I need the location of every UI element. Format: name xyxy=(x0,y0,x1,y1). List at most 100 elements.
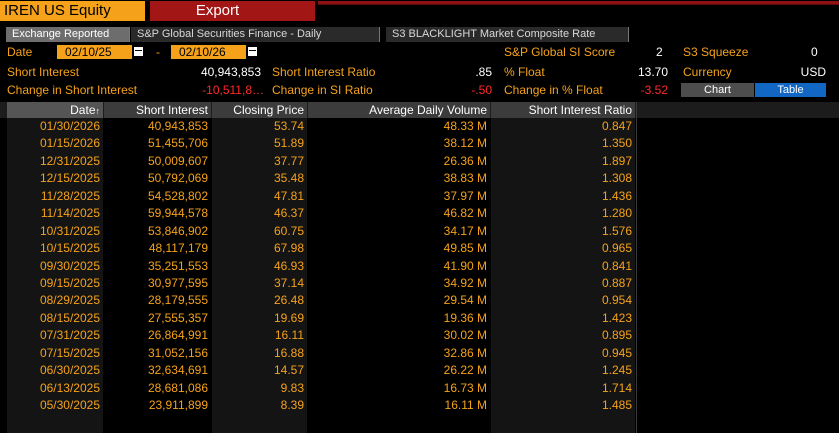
closing-price-cell: 16.88 xyxy=(273,345,304,360)
closing-price-cell: 8.39 xyxy=(280,398,304,412)
column-separator xyxy=(636,102,637,433)
table-row[interactable]: 08/15/2025 27,555,357 19.69 19.36 M 1.423 xyxy=(0,310,839,327)
table-row[interactable]: 07/15/2025 31,052,156 16.88 32.86 M 0.945 xyxy=(0,345,839,362)
short-interest-cell: 40,943,853 xyxy=(147,119,208,133)
date-cell: 12/31/2025 xyxy=(39,153,100,168)
date-cell: 09/15/2025 xyxy=(39,275,100,290)
currency-label: Currency xyxy=(683,65,732,79)
closing-price-cell: 60.75 xyxy=(273,223,304,238)
si-ratio-cell: 1.436 xyxy=(601,188,632,203)
short-interest-cell: 50,792,069 xyxy=(147,171,208,186)
si-ratio-value: .85 xyxy=(475,65,492,79)
si-ratio-cell: 1.245 xyxy=(601,363,632,378)
column-band xyxy=(7,118,103,433)
table-row[interactable]: 06/13/2025 28,681,086 9.83 16.73 M 1.714 xyxy=(0,380,839,397)
table-row[interactable]: 10/15/2025 48,117,179 67.98 49.85 M 0.965 xyxy=(0,240,839,257)
column-header-short-interest[interactable]: Short Interest xyxy=(104,102,211,118)
tab-exchange-reported[interactable]: Exchange Reported xyxy=(6,27,130,42)
column-band xyxy=(212,118,307,433)
table-row[interactable]: 08/29/2025 28,179,555 26.48 29.54 M 0.954 xyxy=(0,292,839,309)
change-short-interest-label: Change in Short Interest xyxy=(7,83,138,97)
tab-sp-global-securities-finance[interactable]: S&P Global Securities Finance - Daily xyxy=(131,27,380,42)
short-interest-cell: 23,911,899 xyxy=(148,398,208,412)
date-cell: 06/30/2025 xyxy=(39,363,100,378)
column-header-date[interactable]: Date↑ xyxy=(7,102,103,118)
si-ratio-cell: 1.280 xyxy=(601,206,632,221)
table-row[interactable]: 06/30/2025 32,634,691 14.57 26.22 M 1.245 xyxy=(0,362,839,379)
avg-volume-cell: 16.11 M xyxy=(444,398,487,412)
si-ratio-cell: 0.945 xyxy=(601,345,632,360)
table-view-button[interactable]: Table xyxy=(755,83,826,97)
avg-volume-cell: 26.36 M xyxy=(443,153,487,168)
si-ratio-cell: 1.714 xyxy=(601,380,632,395)
date-range-dash: - xyxy=(156,45,160,59)
si-ratio-cell: 0.965 xyxy=(601,241,632,256)
table-row[interactable]: 11/28/2025 54,528,802 47.81 37.97 M 1.436 xyxy=(0,188,839,205)
avg-volume-cell: 38.12 M xyxy=(443,136,487,151)
short-interest-cell: 31,052,156 xyxy=(147,345,208,360)
si-ratio-cell: 1.423 xyxy=(601,310,632,325)
closing-price-cell: 16.11 xyxy=(274,328,304,343)
chart-view-button[interactable]: Chart xyxy=(681,83,754,97)
date-cell: 11/14/2025 xyxy=(40,206,100,221)
avg-volume-cell: 34.17 M xyxy=(443,223,487,238)
table-row[interactable]: 09/30/2025 35,251,553 46.93 41.90 M 0.841 xyxy=(0,258,839,275)
short-interest-cell: 54,528,802 xyxy=(147,188,208,203)
table-row[interactable]: 01/30/2026 40,943,853 53.74 48.33 M 0.847 xyxy=(0,118,839,135)
column-header-si-ratio[interactable]: Short Interest Ratio xyxy=(491,102,635,118)
si-ratio-cell: 0.954 xyxy=(601,293,632,308)
tab-s3-blacklight[interactable]: S3 BLACKLIGHT Market Composite Rate xyxy=(386,27,629,42)
change-pct-float-label: Change in % Float xyxy=(504,83,603,97)
short-interest-cell: 53,846,902 xyxy=(147,223,208,238)
short-interest-cell: 30,977,595 xyxy=(147,275,208,290)
closing-price-cell: 47.81 xyxy=(273,188,304,203)
avg-volume-cell: 41.90 M xyxy=(443,258,487,273)
security-ticker[interactable]: IREN US Equity xyxy=(0,1,145,21)
change-si-ratio-label: Change in SI Ratio xyxy=(272,83,373,97)
table-row[interactable]: 01/15/2026 51,455,706 51.89 38.12 M 1.350 xyxy=(0,135,839,152)
closing-price-cell: 37.77 xyxy=(273,153,304,168)
short-interest-cell: 28,681,086 xyxy=(147,380,208,395)
table-row[interactable]: 11/14/2025 59,944,578 46.37 46.82 M 1.280 xyxy=(0,205,839,222)
date-cell: 09/30/2025 xyxy=(39,258,100,273)
data-table-body: 01/30/2026 40,943,853 53.74 48.33 M 0.847 01/… xyxy=(0,118,839,414)
change-si-ratio-value: -.50 xyxy=(471,83,492,97)
closing-price-cell: 67.98 xyxy=(273,241,304,256)
avg-volume-cell: 16.73 M xyxy=(443,380,487,395)
avg-volume-cell: 49.85 M xyxy=(443,241,487,256)
end-date-field[interactable]: 02/10/26 xyxy=(171,45,246,59)
sp-score-label: S&P Global SI Score xyxy=(504,45,616,59)
closing-price-cell: 19.69 xyxy=(273,310,304,325)
avg-volume-cell: 30.02 M xyxy=(443,328,487,343)
short-interest-cell: 50,009,607 xyxy=(147,153,208,168)
date-cell: 05/30/2025 xyxy=(39,398,100,412)
date-cell: 10/31/2025 xyxy=(39,223,100,238)
table-row[interactable]: 12/15/2025 50,792,069 35.48 38.83 M 1.308 xyxy=(0,170,839,187)
calendar-icon[interactable] xyxy=(248,47,257,56)
export-button[interactable]: Export xyxy=(150,1,315,21)
avg-volume-cell: 48.33 M xyxy=(443,119,487,133)
table-row[interactable]: 10/31/2025 53,846,902 60.75 34.17 M 1.576 xyxy=(0,223,839,240)
closing-price-cell: 53.74 xyxy=(273,119,304,133)
si-ratio-cell: 1.485 xyxy=(601,398,632,412)
closing-price-cell: 14.57 xyxy=(273,363,304,378)
si-ratio-cell: 1.897 xyxy=(601,153,632,168)
column-header-avg-daily-volume[interactable]: Average Daily Volume xyxy=(308,102,490,118)
start-date-field[interactable]: 02/10/25 xyxy=(57,45,132,59)
short-interest-cell: 27,555,357 xyxy=(147,310,208,325)
column-header-closing-price[interactable]: Closing Price xyxy=(212,102,307,118)
si-ratio-cell: 1.350 xyxy=(601,136,632,151)
short-interest-value: 40,943,853 xyxy=(200,65,261,79)
avg-volume-cell: 26.22 M xyxy=(443,363,487,378)
date-cell: 10/15/2025 xyxy=(39,241,100,256)
short-interest-cell: 26,864,991 xyxy=(147,328,208,343)
table-row[interactable]: 09/15/2025 30,977,595 37.14 34.92 M 0.887 xyxy=(0,275,839,292)
calendar-icon[interactable] xyxy=(134,47,143,56)
table-row[interactable]: 12/31/2025 50,009,607 37.77 26.36 M 1.897 xyxy=(0,153,839,170)
column-band xyxy=(491,118,635,433)
column-header-label: Date xyxy=(70,103,96,117)
table-row[interactable]: 07/31/2025 26,864,991 16.11 30.02 M 0.895 xyxy=(0,327,839,344)
table-row[interactable]: 05/30/2025 23,911,899 8.39 16.11 M 1.485 xyxy=(0,397,839,414)
top-bar-accent xyxy=(318,1,839,4)
avg-volume-cell: 34.92 M xyxy=(443,275,487,290)
